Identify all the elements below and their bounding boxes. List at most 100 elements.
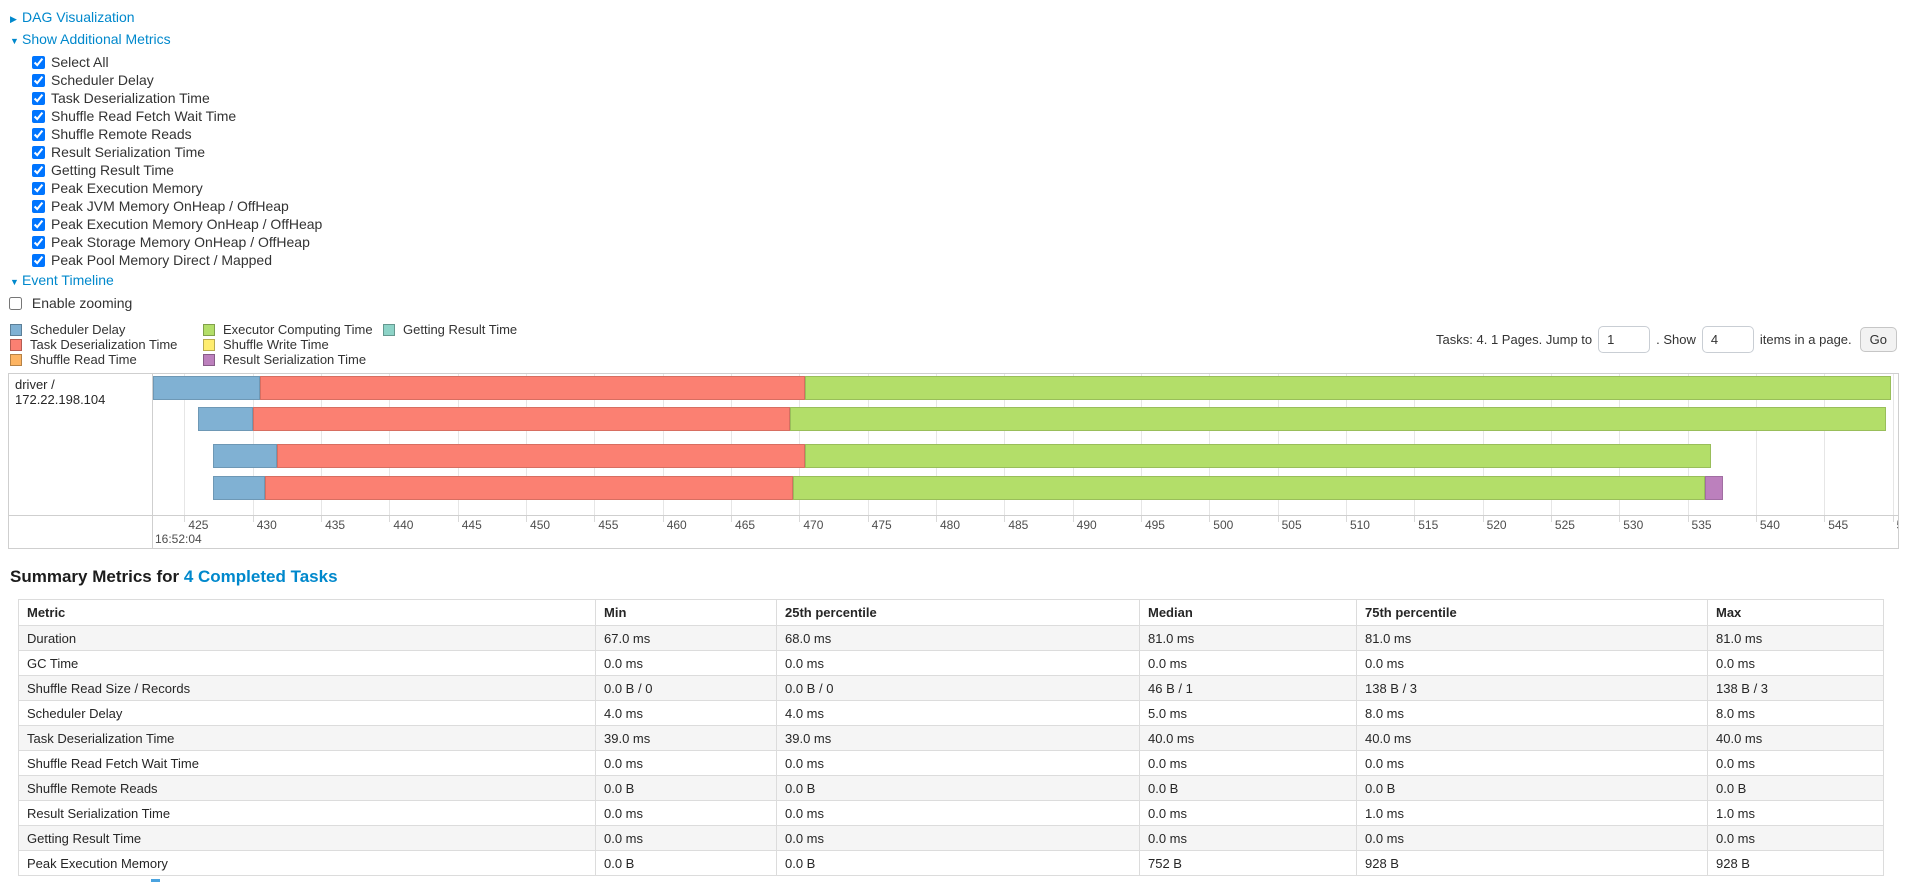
task-bar-segment-executor-computing[interactable] — [792, 476, 1706, 500]
gridline — [1892, 374, 1894, 515]
pagination-prefix-label: Tasks: 4. 1 Pages. Jump to — [1436, 332, 1593, 347]
axis-tick-label: 500 — [1213, 518, 1234, 532]
legend-label: Executor Computing Time — [223, 322, 373, 337]
metric-checkbox[interactable] — [32, 110, 45, 123]
axis-tick-label: 540 — [1759, 518, 1780, 532]
metric-value-cell: 1.0 ms — [1707, 800, 1884, 826]
legend-swatch-icon — [10, 338, 22, 351]
task-pagination: Tasks: 4. 1 Pages. Jump to . Show items … — [1436, 326, 1897, 353]
table-header-row: Metric Min 25th percentile Median 75th perce… — [18, 599, 1884, 626]
metric-checkbox[interactable] — [32, 236, 45, 249]
enable-zooming-label: Enable zooming — [31, 295, 133, 311]
metric-option-label: Scheduler Delay — [51, 72, 154, 88]
task-bar-segment-scheduler-delay[interactable] — [213, 476, 266, 500]
summary-metrics-title: Summary Metrics for 4 Completed Tasks — [10, 567, 1899, 587]
task-bar-segment-task-deserialization[interactable] — [259, 376, 805, 400]
metric-option-label: Peak Execution Memory OnHeap / OffHeap — [51, 216, 323, 232]
metric-option: Select All — [32, 53, 1899, 71]
metric-value-cell: 0.0 ms — [1356, 750, 1708, 776]
metric-option-label: Peak Execution Memory — [51, 180, 203, 196]
metric-checkbox[interactable] — [32, 200, 45, 213]
axis-tick-label: 530 — [1623, 518, 1644, 532]
enable-zooming-row: Enable zooming — [9, 294, 1899, 312]
metric-option-label: Peak Pool Memory Direct / Mapped — [51, 252, 272, 268]
task-bar-segment-executor-computing[interactable] — [804, 376, 1892, 400]
axis-tick — [1345, 516, 1347, 522]
axis-tick-label: 470 — [803, 518, 824, 532]
metric-value-cell: 8.0 ms — [1356, 700, 1708, 726]
task-bar-segment-scheduler-delay[interactable] — [153, 376, 260, 400]
metric-checkbox[interactable] — [32, 56, 45, 69]
metric-checkbox[interactable] — [32, 164, 45, 177]
axis-tick-label: 445 — [461, 518, 482, 532]
executor-row-label: driver / 172.22.198.104 — [9, 374, 153, 515]
legend-label: Shuffle Write Time — [223, 337, 329, 352]
axis-tick — [252, 516, 254, 522]
go-button[interactable]: Go — [1859, 327, 1897, 352]
metric-option: Peak Pool Memory Direct / Mapped — [32, 251, 1899, 269]
metric-name-cell: Shuffle Remote Reads — [18, 775, 596, 801]
metric-value-cell: 40.0 ms — [1356, 725, 1708, 751]
metric-checkbox[interactable] — [32, 182, 45, 195]
task-bar-segment-scheduler-delay[interactable] — [213, 444, 278, 468]
metric-checkbox[interactable] — [32, 218, 45, 231]
axis-tick — [1892, 516, 1894, 522]
axis-tick-label: 490 — [1076, 518, 1097, 532]
table-column-header: 75th percentile — [1356, 599, 1708, 626]
gridline — [1824, 374, 1826, 515]
timeline-plot-area[interactable] — [153, 374, 1898, 515]
axis-tick — [457, 516, 459, 522]
metric-value-cell: 81.0 ms — [1356, 625, 1708, 651]
axis-tick-label: 435 — [325, 518, 346, 532]
metric-checkbox[interactable] — [32, 128, 45, 141]
axis-tick-label: 480 — [939, 518, 961, 532]
task-bar-segment-executor-computing[interactable] — [804, 444, 1711, 468]
table-column-header: 25th percentile — [776, 599, 1140, 626]
task-bar-segment-executor-computing[interactable] — [789, 407, 1886, 431]
table-column-header: Min — [595, 599, 777, 626]
metric-option: Scheduler Delay — [32, 71, 1899, 89]
axis-tick — [799, 516, 801, 522]
metric-value-cell: 4.0 ms — [776, 700, 1140, 726]
dag-visualization-label: DAG Visualization — [22, 9, 135, 25]
task-bar-segment-task-deserialization[interactable] — [277, 444, 805, 468]
table-column-header: Median — [1139, 599, 1357, 626]
metric-checkbox[interactable] — [32, 254, 45, 267]
metric-value-cell: 0.0 ms — [1139, 650, 1357, 676]
event-timeline-toggle[interactable]: ▼ Event Timeline — [10, 272, 1899, 291]
metric-value-cell: 0.0 B / 0 — [595, 675, 777, 701]
collapsed-arrow-icon: ▶ — [10, 14, 17, 24]
table-row: Result Serialization Time 0.0 ms 0.0 ms 0.0… — [18, 800, 1884, 826]
completed-tasks-link[interactable]: 4 Completed Tasks — [183, 567, 338, 586]
metric-value-cell: 0.0 B — [1139, 775, 1357, 801]
axis-tick-label: 475 — [871, 518, 892, 532]
metric-checkbox[interactable] — [32, 74, 45, 87]
task-bar-segment-scheduler-delay[interactable] — [198, 407, 253, 431]
gridline — [1755, 374, 1757, 515]
metric-options-list: Select All Scheduler Delay Task Deserializ… — [8, 53, 1899, 269]
table-row: Getting Result Time 0.0 ms 0.0 ms 0.0 ms 0.0… — [18, 825, 1884, 851]
legend-column: Scheduler Delay Task Deserialization Time… — [10, 322, 203, 367]
axis-tick — [867, 516, 869, 522]
axis-tick — [1619, 516, 1621, 522]
metric-name-cell: Shuffle Read Size / Records — [18, 675, 596, 701]
show-additional-metrics-toggle[interactable]: ▼ Show Additional Metrics — [10, 31, 1899, 50]
jump-to-page-input[interactable] — [1598, 326, 1651, 353]
items-per-page-input[interactable] — [1701, 326, 1754, 353]
axis-tick-label: 495 — [1144, 518, 1165, 532]
metric-value-cell: 0.0 ms — [1707, 750, 1884, 776]
metric-checkbox[interactable] — [32, 146, 45, 159]
metric-option: Shuffle Read Fetch Wait Time — [32, 107, 1899, 125]
enable-zooming-checkbox[interactable] — [9, 297, 22, 310]
task-bar-segment-result-serialization[interactable] — [1705, 476, 1724, 500]
metric-value-cell: 0.0 ms — [776, 750, 1140, 776]
metric-checkbox[interactable] — [32, 92, 45, 105]
task-bar-segment-task-deserialization[interactable] — [252, 407, 790, 431]
task-bar-segment-task-deserialization[interactable] — [265, 476, 793, 500]
axis-tick — [594, 516, 596, 522]
axis-tick — [1277, 516, 1279, 522]
metric-option-label: Task Deserialization Time — [51, 90, 210, 106]
legend-column: Getting Result Time — [383, 322, 517, 367]
dag-visualization-toggle[interactable]: ▶ DAG Visualization — [10, 9, 1899, 28]
